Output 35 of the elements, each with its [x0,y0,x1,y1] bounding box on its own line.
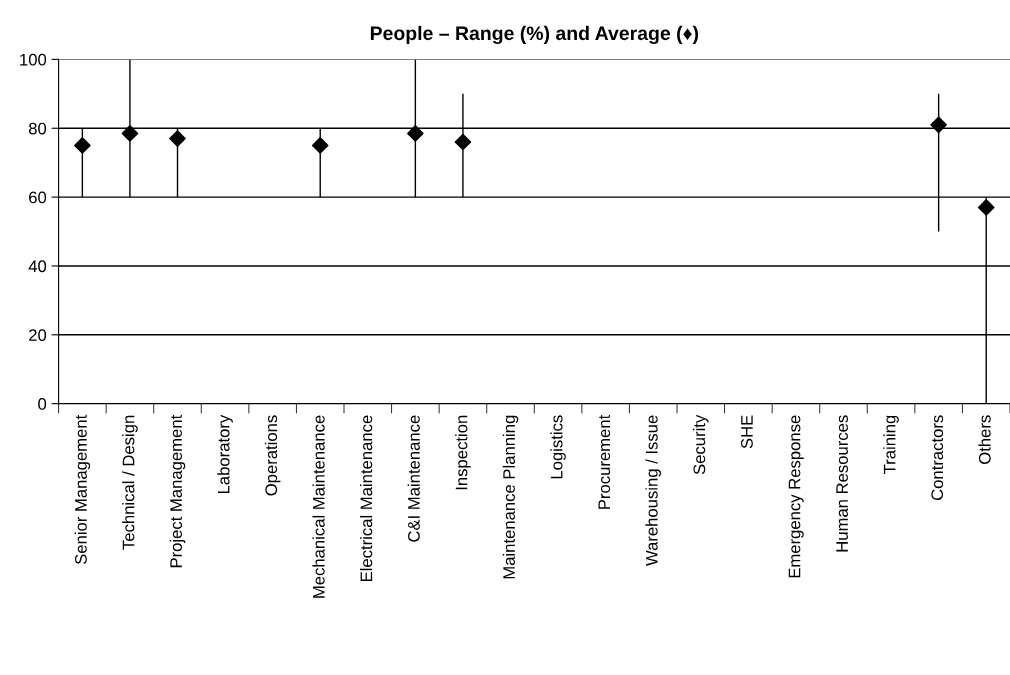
x-tick-label: Security [693,414,709,475]
x-tick-label: Warehousing / Issue [645,415,661,566]
y-tick-label: 0 [38,398,47,410]
x-tick-label: Others [978,415,991,464]
x-tick-label: Inspection [455,415,471,490]
y-tick-label: 100 [20,53,47,66]
y-tick-label: 80 [28,122,47,135]
x-tick-label: Emergency Response [788,415,804,578]
point [311,137,329,154]
x-tick-label: SHE [741,415,753,449]
x-tick-label: Operations [264,415,281,496]
point [169,130,186,147]
x-tick-label: Maintenance Planning [502,415,519,579]
x-tick-label: Procurement [598,414,611,509]
x-tick-label: Project Management [169,414,186,568]
x-tick-label: Electrical Maintenance [360,415,373,582]
x-tick-label: Contractors [931,415,944,501]
y-tick-label: 20 [29,329,47,341]
point [454,133,472,151]
x-tick-label: Human Resources [836,415,848,552]
x-tick-label: Mechanical Maintenance [312,415,325,598]
x-tick-label: C&I Maintenance [407,415,420,542]
chart-title: People – Range (%) and Average (♦) [370,25,699,45]
x-tick-label: Logistics [550,415,566,479]
point [930,116,947,134]
y-tick-label: 60 [29,191,47,204]
x-tick-label: Training [883,415,899,474]
point [121,125,139,142]
x-tick-label: Senior Management [74,414,91,565]
point [74,137,91,154]
point [977,199,995,216]
point [407,125,424,142]
x-tick-label: Technical / Design [122,415,138,550]
y-tick-label: 40 [28,260,47,273]
x-tick-label: Laboratory [217,414,233,494]
